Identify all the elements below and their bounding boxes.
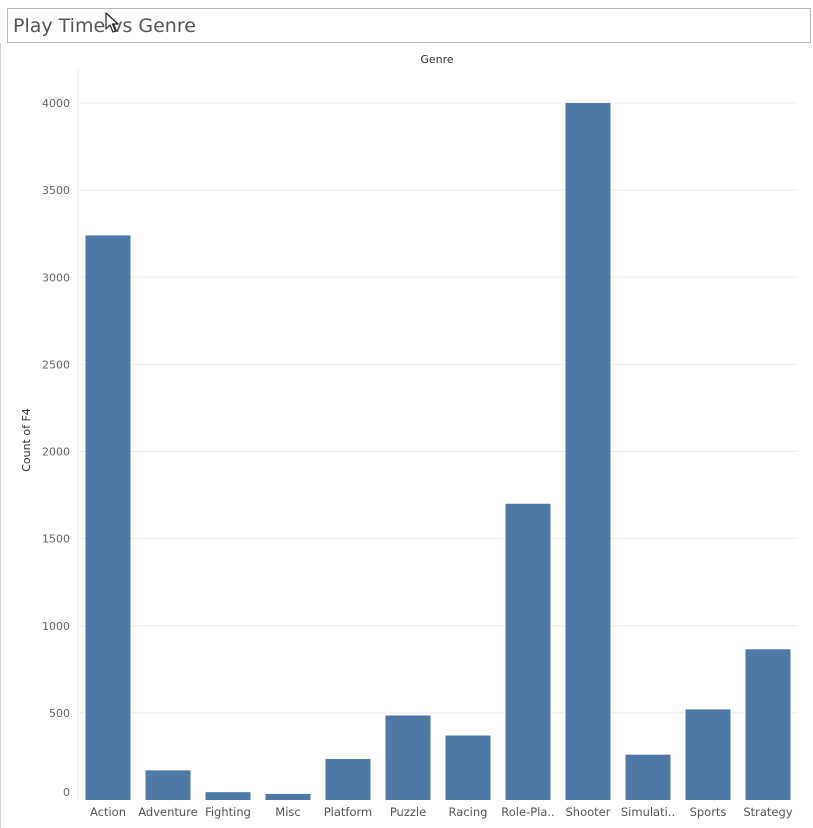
x-tick-label: Shooter: [566, 805, 611, 819]
x-tick-label: Platform: [324, 805, 373, 819]
x-tick-label: Role-Pla..: [501, 805, 554, 819]
y-tick-label: 3000: [42, 271, 70, 284]
bar-sports[interactable]: [685, 709, 731, 800]
bars: [85, 103, 791, 800]
y-tick-label: 2000: [42, 446, 70, 459]
x-tick-label: Puzzle: [390, 805, 426, 819]
x-tick-label: Adventure: [138, 805, 197, 819]
x-tick-label: Racing: [449, 805, 488, 819]
bar-racing[interactable]: [445, 735, 491, 800]
bar-adventure[interactable]: [145, 770, 191, 800]
bar-role-pla[interactable]: [505, 503, 551, 800]
y-tick-label: 3500: [42, 184, 70, 197]
x-tick-label: Misc: [275, 805, 300, 819]
y-tick-label: 1000: [42, 620, 70, 633]
mouse-pointer-icon: [105, 12, 119, 33]
worksheet-title-box[interactable]: Play Time vs Genre: [7, 8, 811, 43]
bar-action[interactable]: [85, 235, 131, 800]
x-tick-label: Simulati..: [621, 805, 675, 819]
y-axis-title: Count of F4: [20, 408, 33, 472]
y-tick-labels: 0 500 1000 1500 2000 2500 3000 3500 4000: [42, 97, 70, 799]
y-tick-label: 2500: [42, 358, 70, 371]
bar-puzzle[interactable]: [385, 715, 431, 800]
y-tick-label: 1500: [42, 533, 70, 546]
x-tick-label: Sports: [690, 805, 727, 819]
bar-platform[interactable]: [325, 759, 371, 800]
bar-shooter[interactable]: [565, 103, 611, 800]
bar-simulati[interactable]: [625, 754, 671, 800]
y-tick-label: 0: [63, 786, 70, 799]
bar-fighting[interactable]: [205, 792, 251, 800]
y-tick-label: 4000: [42, 97, 70, 110]
x-tick-label: Fighting: [205, 805, 251, 819]
column-header-genre: Genre: [420, 53, 454, 66]
x-tick-label: Strategy: [743, 805, 792, 819]
worksheet-title: Play Time vs Genre: [13, 15, 196, 37]
bar-misc[interactable]: [265, 793, 311, 800]
x-tick-labels: Action Adventure Fighting Misc Platform Puzzl…: [90, 805, 793, 819]
bar-strategy[interactable]: [745, 649, 791, 800]
pane-left-border: [0, 43, 1, 828]
x-tick-label: Action: [90, 805, 126, 819]
y-tick-label: 500: [49, 707, 70, 720]
gridlines: [78, 102, 798, 714]
